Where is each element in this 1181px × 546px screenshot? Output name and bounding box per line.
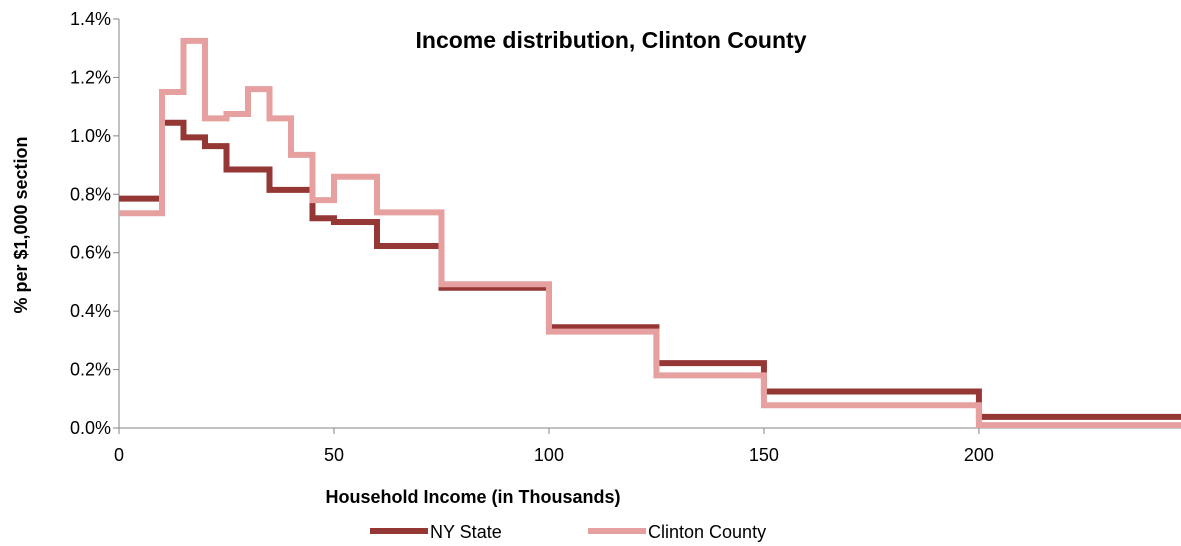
y-axis: 0.0% 0.2% 0.4% 0.6% 0.8% 1.0% 1.2% 1.4% [70,9,120,438]
y-tick-label: 0.4% [70,301,111,321]
series-line-ny-state [119,119,1181,420]
y-tick-label: 1.0% [70,126,111,146]
x-tick-label: 200 [964,445,994,465]
x-axis: 0 50 100 150 200 [114,427,1181,465]
legend-label: Clinton County [648,522,766,542]
y-tick-label: 0.0% [70,418,111,438]
x-tick-label: 0 [114,445,124,465]
x-tick-label: 50 [324,445,344,465]
legend: NY State Clinton County [370,522,766,542]
legend-label: NY State [430,522,502,542]
chart-title: Income distribution, Clinton County [416,27,807,53]
y-tick-label: 0.6% [70,243,111,263]
legend-item: Clinton County [588,522,766,542]
x-tick-label: 100 [534,445,564,465]
y-tick-label: 1.4% [70,9,111,29]
x-axis-title: Household Income (in Thousands) [325,487,620,507]
y-tick-label: 0.8% [70,184,111,204]
y-tick-label: 0.2% [70,360,111,380]
series-layer [119,37,1181,429]
x-tick-label: 150 [749,445,779,465]
y-tick-label: 1.2% [70,67,111,87]
series-line-clinton-county [119,37,1181,429]
legend-item: NY State [370,522,502,542]
y-axis-title: % per $1,000 section [11,136,31,313]
